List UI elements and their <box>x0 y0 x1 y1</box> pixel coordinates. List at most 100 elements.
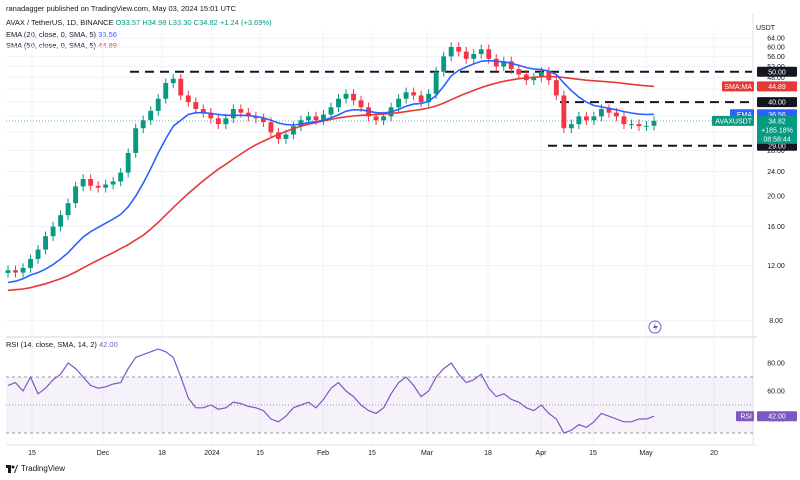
lightning-icon[interactable] <box>648 320 662 334</box>
tags-layer: 50.00 40.00 29.00 SMA:MA 44.89 EMA 36.56 AVAXUS… <box>712 66 797 422</box>
candles-layer <box>5 42 657 278</box>
candle-body <box>43 236 48 250</box>
ema-legend-label: EMA (20, close, 0, SMA, 5) <box>6 30 97 39</box>
candle-body <box>58 215 64 227</box>
rsi-band <box>6 377 753 433</box>
candle-body <box>418 95 424 103</box>
x-tick-label: 15 <box>589 450 597 457</box>
ema-value-tag-text: 36.56 <box>768 112 786 119</box>
candle-body <box>328 107 334 115</box>
x-tick-label: 18 <box>484 450 492 457</box>
tradingview-logo[interactable]: TradingView <box>6 464 65 473</box>
candle-body <box>591 116 597 121</box>
y-tick-label: 64.00 <box>767 36 785 43</box>
candle-body <box>403 92 409 99</box>
sma-name-tag-text: SMA:MA <box>724 84 752 91</box>
sma-value-tag: 44.89 <box>757 81 797 92</box>
high-value: H34.98 <box>142 18 167 27</box>
symbol-label[interactable]: AVAX / TetherUS, 1D, BINANCE <box>6 18 114 27</box>
candle-body <box>493 58 499 67</box>
rsi-tick-label: 60.00 <box>767 389 785 396</box>
candle-body <box>636 124 642 127</box>
candle-body <box>336 98 341 108</box>
level-50-tag: 50.00 <box>757 66 797 77</box>
candle-body <box>411 92 417 96</box>
candle-body <box>193 102 199 110</box>
countdown-text: 08:58:44 <box>763 136 790 143</box>
rsi-legend[interactable]: RSI (14, close, SMA, 14, 2) 42.00 <box>6 340 118 349</box>
candle-body <box>148 110 154 121</box>
candle-body <box>486 49 492 59</box>
low-value: L33.30 <box>168 18 192 27</box>
candle-body <box>103 184 109 188</box>
rsi-name-tag: RSI <box>736 411 754 422</box>
candle-body <box>306 116 311 121</box>
candle-body <box>275 132 281 139</box>
candle-body <box>133 128 139 153</box>
candle-body <box>80 179 86 187</box>
x-tick-label: 2024 <box>204 450 220 457</box>
candle-body <box>163 83 169 99</box>
price-name-tag-text: AVAXUSDT <box>715 118 752 125</box>
ema-line <box>7 59 655 284</box>
rsi-value-tag-bg <box>757 411 797 422</box>
candle-body <box>313 116 319 121</box>
level-50-tag-bg <box>757 66 797 77</box>
rsi-value-tag: 42.00 <box>757 411 797 422</box>
level-40-tag-bg <box>757 97 797 108</box>
y-tick-label: 12.00 <box>767 263 785 270</box>
candle-body <box>614 112 619 117</box>
x-tick-label: 20 <box>710 450 718 457</box>
candle-body <box>125 152 131 173</box>
sma-value-tag-text: 44.89 <box>768 84 786 91</box>
rsi-value-tag-text: 42.00 <box>768 414 786 421</box>
candle-body <box>65 203 71 216</box>
price-value-text: 34.82 <box>768 118 786 125</box>
candle-body <box>321 114 326 121</box>
candle-body <box>629 124 634 126</box>
publisher-line: ranadagger published on TradingView.com,… <box>6 4 237 13</box>
price-name-tag-bg <box>712 115 754 126</box>
candle-body <box>621 116 627 125</box>
candle-body <box>456 47 462 52</box>
candle-body <box>238 109 244 113</box>
candle-body <box>260 118 266 123</box>
y-tick-label: 56.00 <box>767 54 785 61</box>
candle-body <box>441 56 447 72</box>
candle-body <box>396 98 402 108</box>
candle-body <box>291 126 296 135</box>
x-tick-label: Dec <box>97 450 110 457</box>
change-value: +1.24 (+3.69%) <box>219 18 272 27</box>
candle-body <box>561 95 567 129</box>
candle-body <box>426 93 432 103</box>
sma-value-tag-bg <box>757 81 797 92</box>
x-tick-label: Feb <box>317 450 329 457</box>
candle-body <box>5 270 11 273</box>
candle-body <box>283 134 289 139</box>
lines-layer <box>7 59 655 434</box>
candle-body <box>13 270 18 273</box>
ema-legend[interactable]: EMA (20, close, 0, SMA, 5) 36.56 <box>6 30 117 39</box>
candle-body <box>568 124 574 129</box>
ema-name-tag-text: EMA <box>737 112 753 119</box>
candle-body <box>118 172 124 182</box>
sma-legend[interactable]: SMA (50, close, 0, SMA, 5) 44.89 <box>6 41 117 50</box>
candle-body <box>471 53 477 59</box>
candle-body <box>606 109 612 113</box>
candle-body <box>508 61 514 70</box>
candle-body <box>170 78 176 84</box>
candle-body <box>381 116 387 121</box>
candle-body <box>208 112 214 119</box>
candle-body <box>651 120 657 126</box>
rsi-legend-value: 42.00 <box>98 340 118 349</box>
open-value: O33.57 <box>115 18 141 27</box>
candle-body <box>178 78 184 96</box>
candle-body <box>253 116 259 119</box>
sma-line <box>7 75 655 292</box>
level-40-tag: 40.00 <box>757 97 797 108</box>
y-tick-label: 20.00 <box>767 194 785 201</box>
ema-legend-value: 36.56 <box>98 30 117 39</box>
candle-body <box>343 93 349 99</box>
